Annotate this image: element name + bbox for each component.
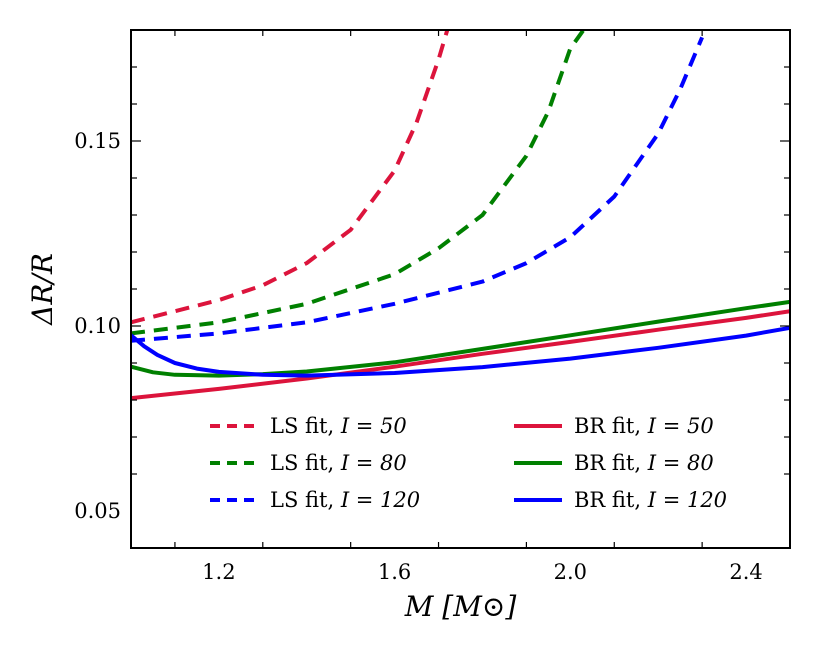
x-tick-label: 1.2 bbox=[202, 560, 235, 584]
legend: LS fit, I = 50 LS fit, I = 80 LS fit, I = … bbox=[210, 414, 727, 512]
y-tick-label: 0.05 bbox=[74, 499, 121, 523]
y-tick-label: 0.15 bbox=[74, 129, 121, 153]
x-tick-label: 1.6 bbox=[378, 560, 411, 584]
legend-label: BR fit, I = 80 bbox=[574, 451, 714, 475]
series-line-4 bbox=[131, 309, 790, 401]
x-tick-label: 2.0 bbox=[554, 560, 587, 584]
x-axis-label: M [M⊙] bbox=[404, 590, 517, 623]
series-line-3 bbox=[131, 36, 704, 343]
series-line-1 bbox=[131, 30, 450, 325]
series-line-5 bbox=[131, 299, 790, 378]
legend-label: LS fit, I = 80 bbox=[270, 451, 407, 475]
legend-label: LS fit, I = 120 bbox=[270, 488, 420, 512]
legend-label: BR fit, I = 120 bbox=[574, 488, 727, 512]
legend-label: LS fit, I = 50 bbox=[270, 414, 407, 438]
y-axis-label: ΔR/R bbox=[26, 253, 59, 326]
y-tick-label: 0.10 bbox=[74, 314, 121, 338]
series-line-6 bbox=[131, 325, 790, 378]
series-line-2 bbox=[131, 30, 586, 336]
x-tick-label: 2.4 bbox=[729, 560, 762, 584]
legend-label: BR fit, I = 50 bbox=[574, 414, 714, 438]
